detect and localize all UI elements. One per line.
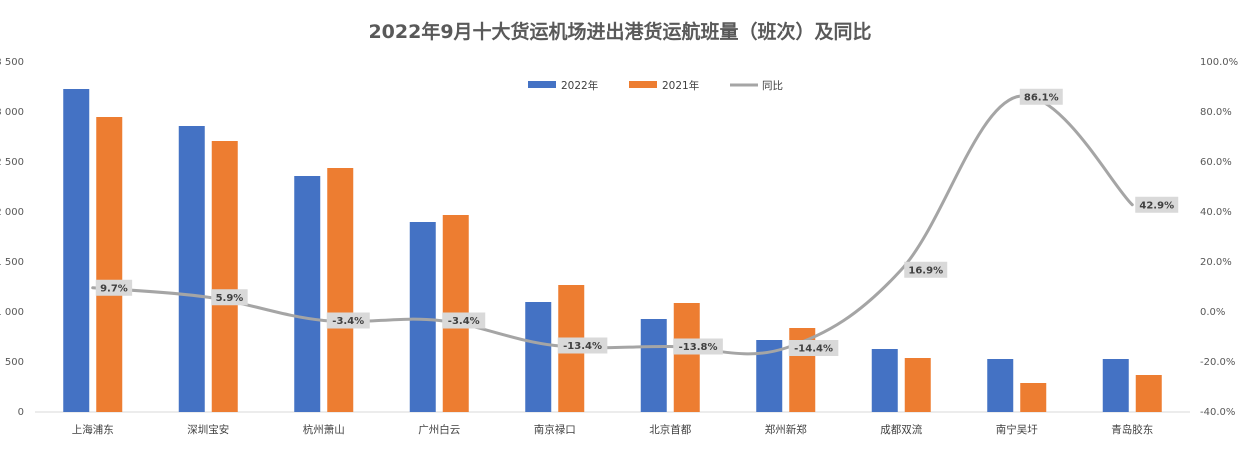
bars [63, 89, 1162, 412]
data-label-text: 42.9% [1139, 200, 1174, 211]
category-label: 上海浦东 [72, 423, 114, 436]
left-axis-tick: 500 [5, 357, 24, 368]
data-label: -13.8% [673, 338, 723, 355]
data-labels: 9.7% 5.9% -3.4% -3.4% -13.4% -13.8% -14.4% 16.9… [95, 88, 1179, 356]
legend: 2022年 2021年 同比 [528, 79, 783, 92]
data-label-box [788, 340, 839, 356]
category-label: 南宁吴圩 [996, 423, 1038, 436]
left-axis-tick: 2 500 [0, 157, 24, 168]
bar-series-1 [987, 359, 1014, 412]
left-axis-tick: 0 [18, 407, 24, 418]
legend-item: 同比 [730, 79, 783, 92]
bar-series-2 [211, 141, 238, 412]
bar-series-1 [640, 319, 667, 412]
data-label-box [211, 289, 248, 306]
data-label: 9.7% [95, 279, 133, 296]
category-label: 成都双流 [880, 423, 922, 436]
category-label: 青岛胶东 [1111, 423, 1153, 436]
category-label: 南京禄口 [534, 423, 576, 436]
category-label: 深圳宝安 [187, 423, 229, 436]
bar-series-2 [1020, 383, 1047, 412]
bar-series-1 [871, 349, 898, 412]
right-axis-tick: 0.0% [1200, 307, 1225, 318]
right-axis-tick: -20.0% [1200, 357, 1235, 368]
legend-swatch [528, 81, 556, 88]
category-labels: 上海浦东 深圳宝安 杭州萧山 广州白云 南京禄口 北京首都 郑州新郑 成都双流 南宁吴圩 青岛胶东 [72, 423, 1154, 436]
legend-item: 2021年 [629, 79, 699, 92]
data-label-box [1135, 196, 1179, 213]
category-label: 杭州萧山 [303, 423, 345, 436]
bar-series-1 [63, 89, 90, 412]
bar-series-1 [409, 222, 436, 412]
data-label-box [1019, 88, 1063, 105]
bar-series-2 [96, 117, 123, 412]
data-label-box [326, 312, 370, 329]
right-axis-tick: 80.0% [1200, 107, 1232, 118]
bar-series-1 [1102, 359, 1129, 412]
right-axis-tick: 40.0% [1200, 207, 1232, 218]
category-label: 北京首都 [649, 423, 691, 436]
category-label: 郑州新郑 [765, 423, 807, 436]
bar-series-1 [294, 176, 321, 412]
bar-series-2 [327, 168, 354, 412]
data-label-box [557, 337, 608, 354]
left-axis-ticks: 0 500 1 000 1 500 2 000 2 500 3 000 3 500 [0, 57, 24, 418]
left-axis-tick: 2 000 [0, 207, 24, 218]
legend-label: 同比 [762, 79, 783, 92]
data-label: -3.4% [326, 312, 370, 329]
left-axis-tick: 3 500 [0, 57, 24, 68]
left-axis-tick: 3 000 [0, 107, 24, 118]
data-label: 16.9% [904, 261, 948, 278]
data-label-text: 5.9% [216, 293, 244, 304]
data-label-text: -14.4% [794, 344, 833, 355]
left-axis-tick: 1 500 [0, 257, 24, 268]
data-label: -14.4% [788, 340, 839, 356]
data-label: 42.9% [1135, 196, 1179, 213]
legend-label: 2021年 [662, 79, 699, 92]
right-axis-ticks: -40.0% -20.0% 0.0% 20.0% 40.0% 60.0% 80.0% 100.… [1200, 57, 1238, 418]
data-label-text: -3.4% [332, 316, 364, 327]
left-axis-tick: 1 000 [0, 307, 24, 318]
category-label: 广州白云 [418, 423, 460, 436]
legend-item: 2022年 [528, 79, 598, 92]
legend-swatch [629, 81, 657, 88]
data-label-text: -3.4% [448, 316, 480, 327]
data-label-box [904, 261, 948, 278]
data-label-box [442, 312, 486, 329]
data-label-box [95, 279, 133, 296]
data-label-text: 16.9% [908, 265, 943, 276]
data-label: -13.4% [557, 337, 608, 354]
right-axis-tick: 20.0% [1200, 257, 1232, 268]
right-axis-tick: 60.0% [1200, 157, 1232, 168]
data-label-text: 9.7% [100, 283, 128, 294]
data-label-text: 86.1% [1024, 92, 1059, 103]
bar-series-2 [904, 358, 931, 412]
yoy-line-path [91, 94, 1134, 356]
data-label: -3.4% [442, 312, 486, 329]
bar-series-2 [1135, 375, 1162, 412]
data-label-text: -13.4% [563, 341, 602, 352]
bar-series-1 [178, 126, 205, 412]
bar-series-2 [673, 303, 700, 412]
data-label-text: -13.8% [679, 342, 718, 353]
legend-label: 2022年 [561, 79, 598, 92]
chart-title: 2022年9月十大货运机场进出港货运航班量（班次）及同比 [368, 20, 871, 43]
yoy-line [91, 94, 1134, 356]
data-label: 5.9% [211, 289, 248, 306]
bar-series-1 [525, 302, 552, 412]
right-axis-tick: -40.0% [1200, 407, 1235, 418]
data-label: 86.1% [1019, 88, 1063, 105]
right-axis-tick: 100.0% [1200, 57, 1238, 68]
data-label-box [673, 338, 723, 355]
